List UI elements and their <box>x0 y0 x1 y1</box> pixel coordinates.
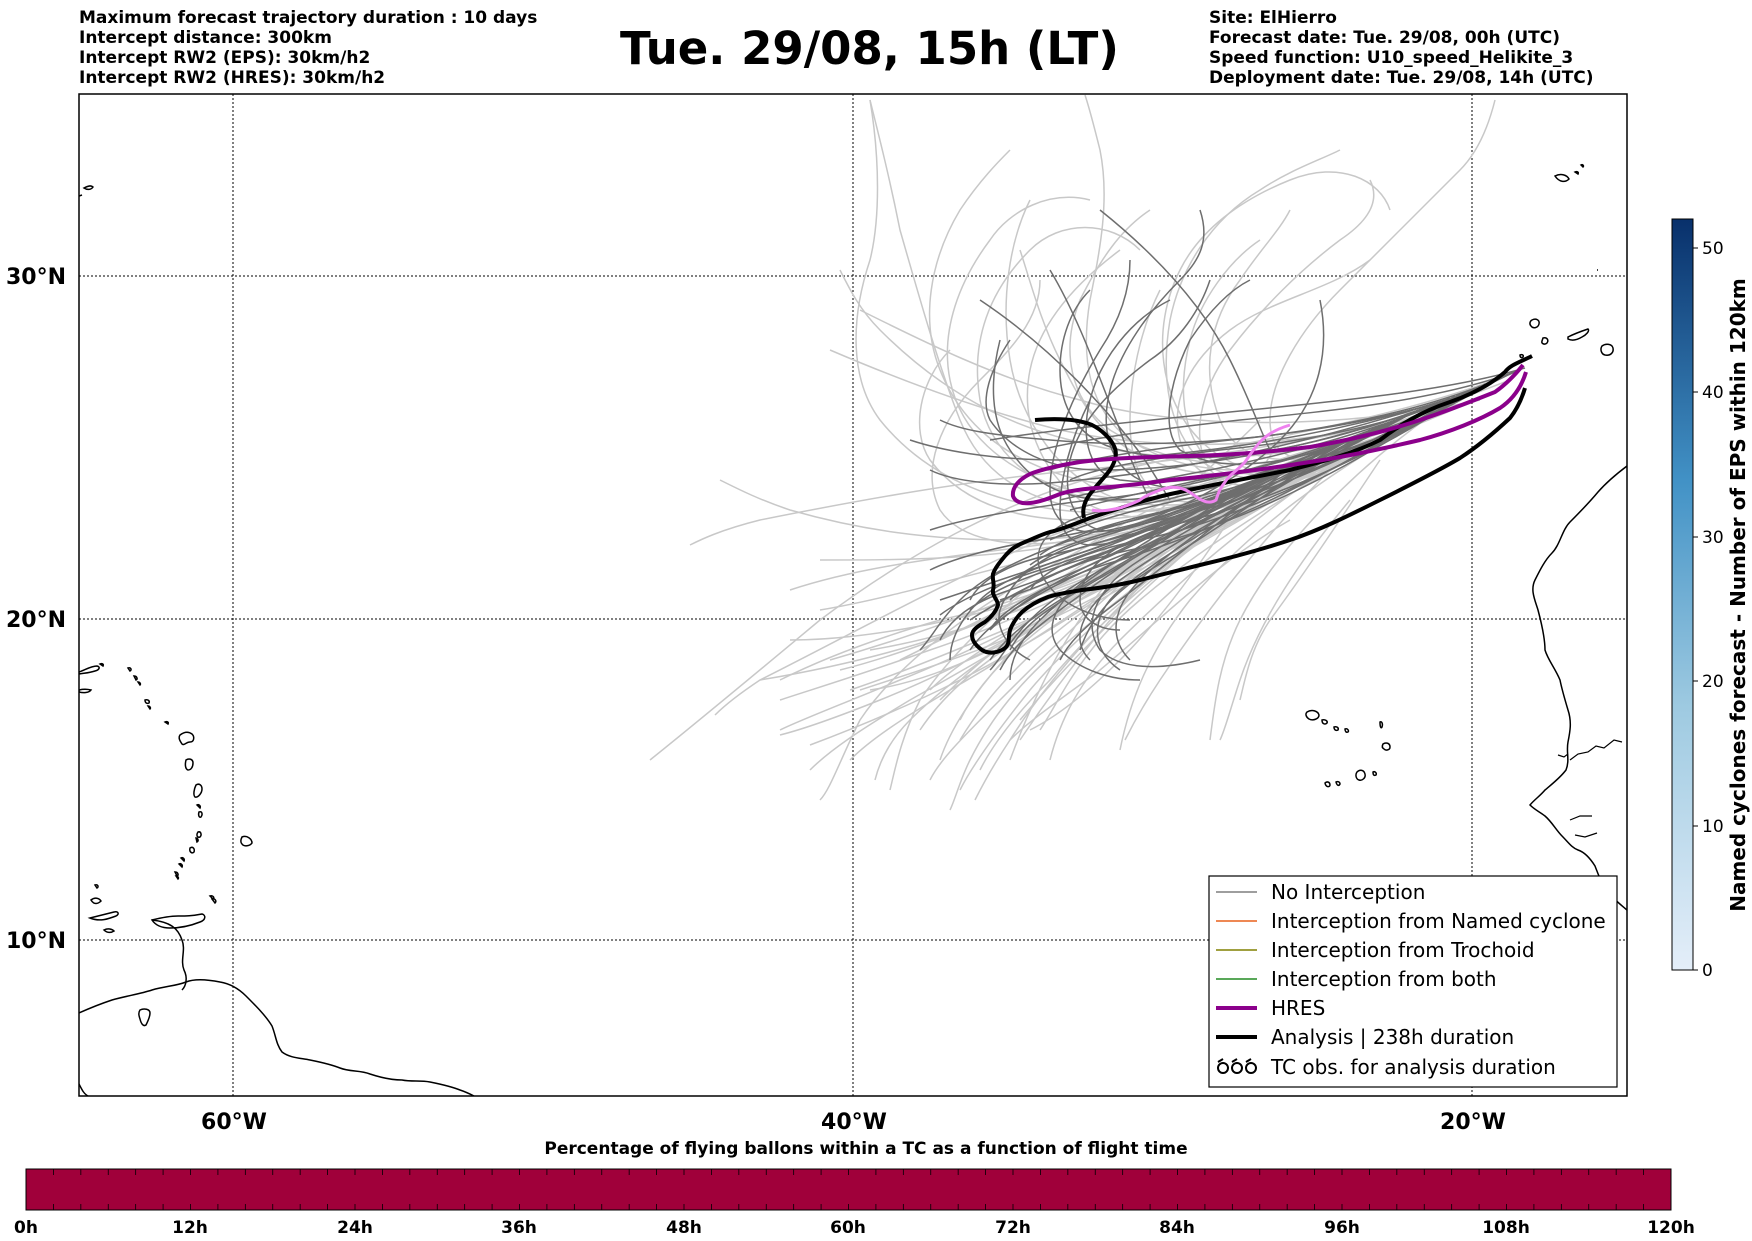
legend-swatch-tc-obs <box>1217 1058 1257 1074</box>
flight-time-bar-title: Percentage of flying ballons within a TC… <box>544 1139 1187 1159</box>
flight-time-bar-fill <box>25 1168 1672 1211</box>
legend-box <box>1208 875 1618 1088</box>
flight-time-tick-label: 0h <box>14 1218 38 1238</box>
flight-time-tick-label: 60h <box>830 1218 866 1238</box>
flight-time-bar-ticks <box>53 1169 1644 1210</box>
africa-coast-detail <box>1557 739 1623 838</box>
africa-coastline <box>1528 465 1627 911</box>
header-left-line: Intercept RW2 (EPS): 30km/h2 <box>79 48 371 68</box>
header-right-line: Forecast date: Tue. 29/08, 00h (UTC) <box>1209 28 1560 48</box>
lon-label: 40°W <box>821 1110 887 1135</box>
legend-label: Interception from both <box>1271 967 1497 991</box>
legend-label: HRES <box>1271 996 1325 1020</box>
hres-track <box>1010 363 1528 506</box>
page-title: Tue. 29/08, 15h (LT) <box>620 22 1119 75</box>
lon-label: 60°W <box>201 1110 267 1135</box>
latitude-labels: 30°N 20°N 10°N <box>6 265 66 954</box>
flight-time-tick-label: 120h <box>1647 1218 1695 1238</box>
legend-label: Interception from Trochoid <box>1271 938 1535 962</box>
map-frame <box>78 93 1628 1097</box>
colorbar: 0 10 20 30 40 50 Named cyclones forecast… <box>1671 218 1750 981</box>
colorbar-gradient <box>1671 218 1694 971</box>
lat-label: 10°N <box>6 929 66 954</box>
flight-time-tick-label: 108h <box>1482 1218 1530 1238</box>
flight-time-tick-label: 12h <box>172 1218 208 1238</box>
legend-label: TC obs. for analysis duration <box>1270 1055 1556 1079</box>
header-right-line: Speed function: U10_speed_Helikite_3 <box>1209 48 1574 68</box>
colorbar-tick: 20 <box>1702 672 1724 692</box>
legend-label: Analysis | 238h duration <box>1271 1025 1514 1049</box>
colorbar-tick: 50 <box>1702 239 1724 259</box>
caribbean-islands <box>79 662 253 1027</box>
flight-time-bar: Percentage of flying ballons within a TC… <box>14 1139 1695 1238</box>
canary-islands <box>1519 318 1614 359</box>
graticule <box>79 94 1627 1096</box>
header-info-right: Site: ElHierro Forecast date: Tue. 29/08… <box>1209 8 1594 88</box>
legend: No Interception Interception from Named … <box>1208 875 1618 1088</box>
colorbar-tick: 40 <box>1702 383 1724 403</box>
header-left-line: Intercept distance: 300km <box>79 28 332 48</box>
colorbar-tick: 0 <box>1702 961 1713 981</box>
cape-verde-islands <box>1305 709 1391 788</box>
flight-time-tick-label: 36h <box>501 1218 537 1238</box>
flight-time-tick-label: 72h <box>995 1218 1031 1238</box>
header-right-line: Site: ElHierro <box>1209 8 1337 28</box>
colorbar-tick: 10 <box>1702 817 1724 837</box>
flight-time-tick-label: 24h <box>337 1218 373 1238</box>
venezuela-coast <box>151 919 187 991</box>
lat-label: 30°N <box>6 265 66 290</box>
lat-label: 20°N <box>6 608 66 633</box>
header-right-line: Deployment date: Tue. 29/08, 14h (UTC) <box>1209 68 1594 88</box>
flight-time-tick-label: 84h <box>1159 1218 1195 1238</box>
madeira-islands <box>1553 164 1598 271</box>
colorbar-tick: 30 <box>1702 528 1724 548</box>
analysis-track <box>970 354 1533 655</box>
legend-label: No Interception <box>1271 880 1425 904</box>
header-left-line: Intercept RW2 (HRES): 30km/h2 <box>79 68 386 88</box>
longitude-labels: 60°W 40°W 20°W <box>201 1110 1506 1135</box>
legend-label: Interception from Named cyclone <box>1271 909 1606 933</box>
header-left-line: Maximum forecast trajectory duration : 1… <box>79 8 538 28</box>
flight-time-tick-label: 96h <box>1324 1218 1360 1238</box>
header-info-left: Maximum forecast trajectory duration : 1… <box>79 8 537 88</box>
lon-label: 20°W <box>1440 1110 1506 1135</box>
south-america-coastline <box>79 978 475 1096</box>
colorbar-label: Named cyclones forecast - Number of EPS … <box>1726 278 1750 912</box>
flight-time-tick-label: 48h <box>666 1218 702 1238</box>
tc-obs-track <box>1091 423 1291 513</box>
